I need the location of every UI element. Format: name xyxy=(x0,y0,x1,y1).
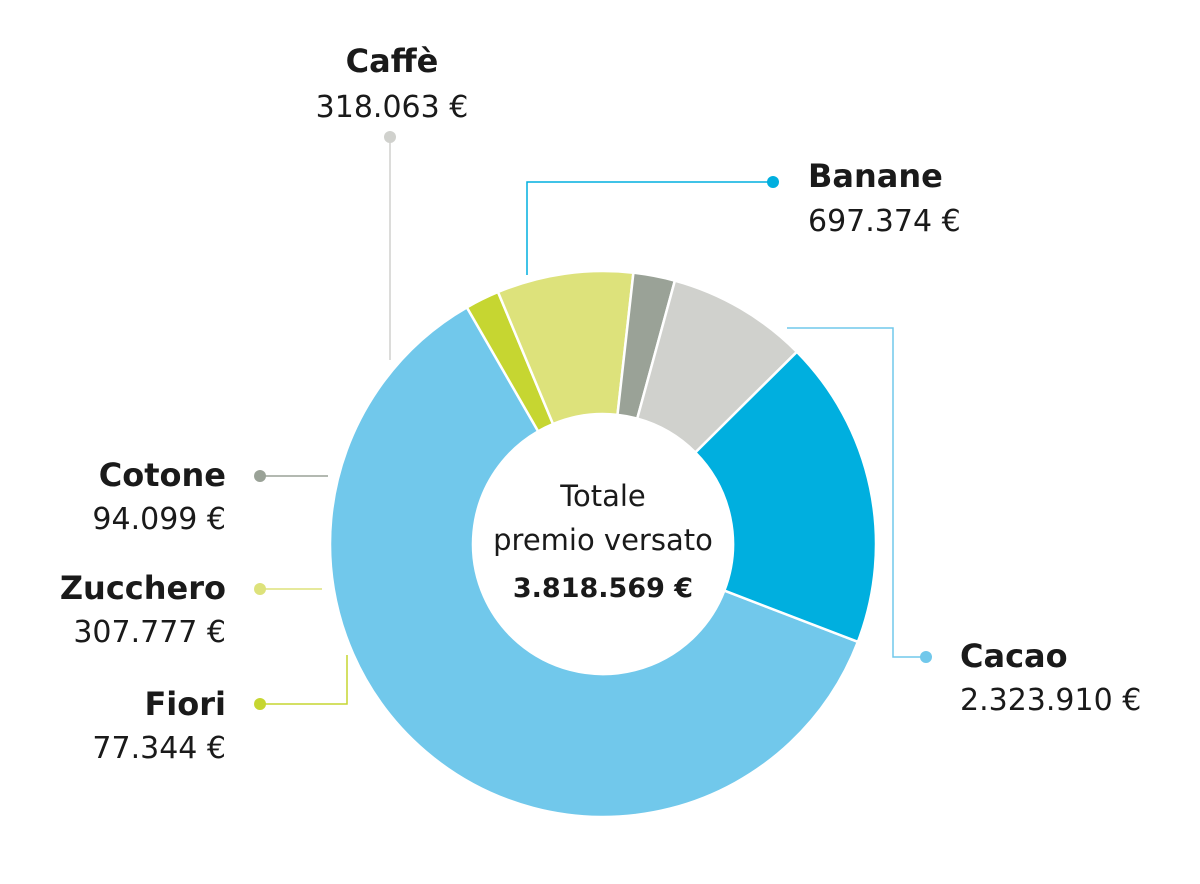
label-zucchero: Zucchero xyxy=(60,569,226,607)
label-cacao: Cacao xyxy=(960,637,1068,675)
label-caffe: Caffè xyxy=(346,42,439,80)
marker-cacao xyxy=(920,651,932,663)
value-cacao: 2.323.910 € xyxy=(960,683,1141,718)
marker-fiori xyxy=(254,698,266,710)
value-fiori: 77.344 € xyxy=(92,731,226,766)
label-banane: Banane xyxy=(808,157,943,195)
value-zucchero: 307.777 € xyxy=(73,615,226,650)
value-banane: 697.374 € xyxy=(808,204,961,239)
leader-line-banane xyxy=(526,181,773,275)
marker-zucchero xyxy=(254,583,266,595)
label-cotone: Cotone xyxy=(99,456,226,494)
marker-caffe xyxy=(384,131,396,143)
donut-slices xyxy=(328,269,878,819)
leader-line-cacao xyxy=(787,327,926,658)
label-fiori: Fiori xyxy=(144,685,226,723)
center-total: 3.818.569 € xyxy=(513,573,693,604)
slice-cacao xyxy=(328,306,860,819)
value-cotone: 94.099 € xyxy=(92,502,226,537)
slice-banane xyxy=(694,350,878,644)
center-line-2: premio versato xyxy=(493,523,713,557)
marker-cotone xyxy=(254,470,266,482)
leader-lines xyxy=(254,131,932,710)
center-line-1: Totale xyxy=(559,479,646,513)
marker-banane xyxy=(767,176,779,188)
value-caffe: 318.063 € xyxy=(316,90,469,125)
leader-line-fiori xyxy=(260,655,348,705)
